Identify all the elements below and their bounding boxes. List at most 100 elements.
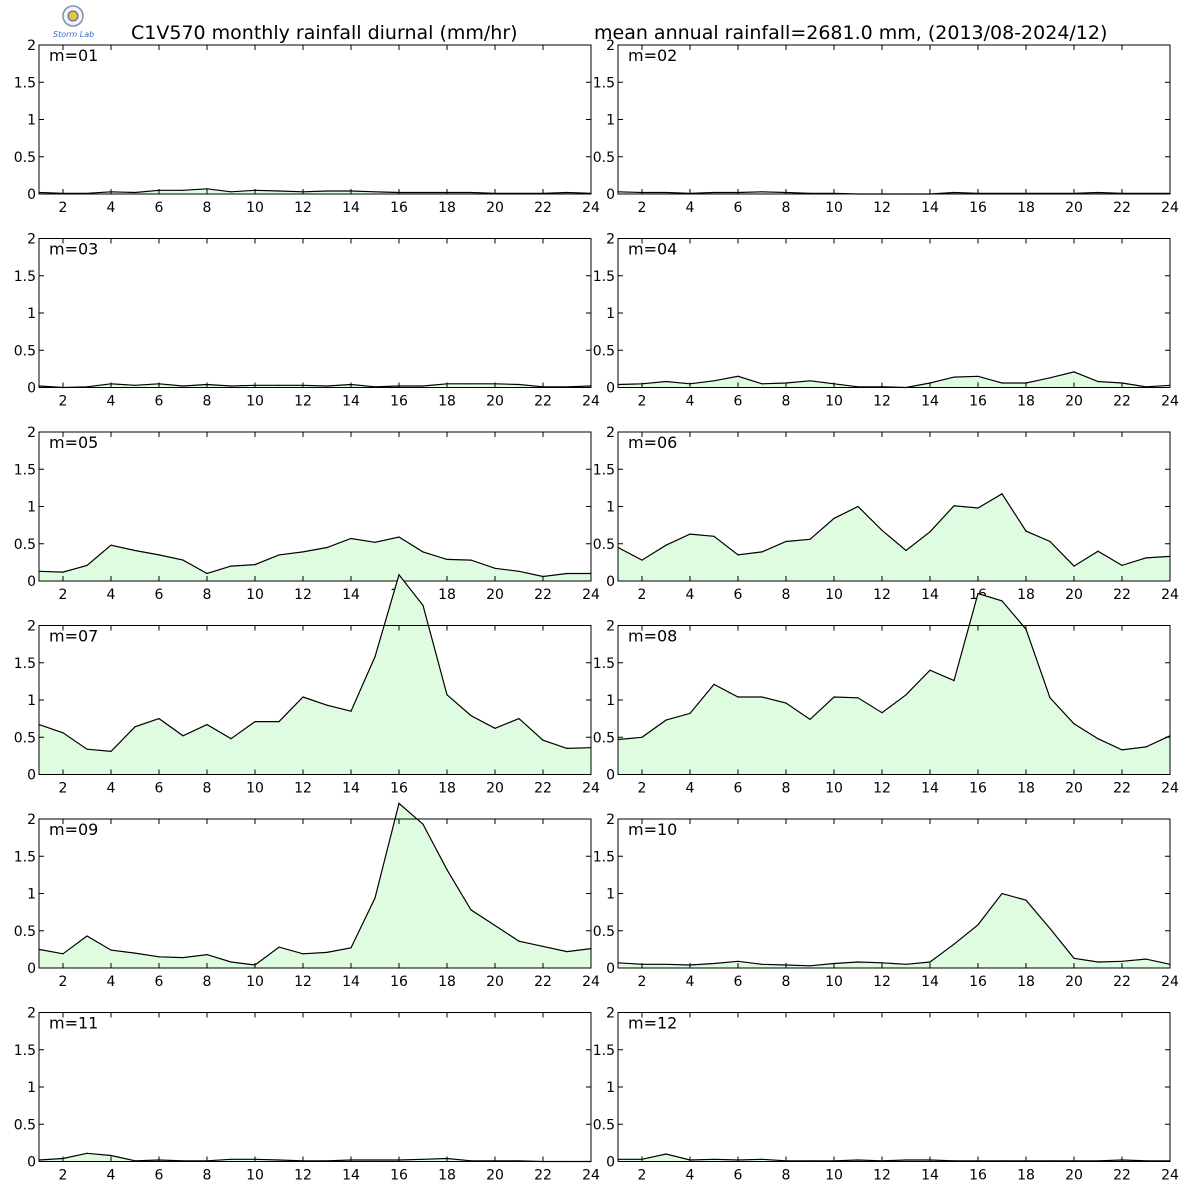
data-point: [422, 1158, 424, 1160]
x-tick-label: 14: [342, 781, 360, 797]
data-point: [665, 544, 667, 546]
data-point: [1001, 892, 1003, 895]
logo-emblem-core: [67, 10, 79, 22]
data-point: [398, 802, 400, 805]
data-point: [713, 191, 715, 194]
month-label: m=12: [628, 1014, 677, 1033]
y-tick-label: 1.5: [593, 849, 615, 865]
x-tick-label: 24: [582, 974, 600, 990]
y-tick-label: 0.5: [593, 150, 615, 166]
data-point: [1097, 191, 1099, 194]
x-tick-label: 14: [921, 1168, 939, 1184]
rain-line: [38, 188, 592, 194]
x-tick-label: 24: [582, 781, 600, 797]
x-tick-label: 14: [921, 587, 939, 603]
x-tick-label: 10: [246, 200, 264, 216]
data-point: [86, 564, 88, 567]
data-point: [230, 1158, 232, 1160]
data-point: [809, 965, 811, 967]
data-point: [1145, 557, 1147, 559]
data-point: [737, 960, 739, 962]
data-point: [566, 747, 568, 750]
data-point: [809, 538, 811, 540]
figure-subtitle: mean annual rainfall=2681.0 mm, (2013/08…: [594, 22, 1107, 44]
y-tick-label: 1.5: [593, 75, 615, 91]
x-tick-label: 12: [294, 974, 312, 990]
rain-line: [617, 592, 1171, 751]
data-point: [230, 961, 232, 963]
data-point: [134, 191, 136, 194]
x-tick-label: 8: [203, 587, 212, 603]
data-point: [1073, 957, 1075, 959]
data-point: [905, 549, 907, 552]
month-label: m=10: [628, 820, 677, 839]
x-tick-label: 14: [342, 394, 360, 410]
data-point: [446, 694, 448, 696]
data-point: [929, 669, 931, 671]
x-tick-label: 16: [390, 781, 408, 797]
x-tick-label: 14: [921, 394, 939, 410]
y-tick-label: 0.5: [14, 730, 36, 746]
x-tick-label: 8: [203, 200, 212, 216]
x-tick-label: 14: [342, 974, 360, 990]
y-tick-label: 2: [606, 38, 615, 54]
data-point: [182, 559, 184, 561]
rain-line: [38, 1152, 591, 1163]
x-tick-label: 4: [686, 200, 695, 216]
x-tick-label: 18: [438, 781, 456, 797]
x-tick-label: 10: [246, 1168, 264, 1184]
data-point: [494, 924, 496, 927]
data-point: [278, 946, 280, 948]
y-tick-label: 0: [27, 381, 36, 397]
x-tick-label: 20: [486, 587, 504, 603]
x-tick-label: 16: [969, 200, 987, 216]
data-point: [713, 683, 715, 686]
x-tick-label: 10: [246, 394, 264, 410]
x-tick-label: 24: [1161, 974, 1179, 990]
rain-line: [38, 802, 592, 966]
data-point: [1097, 380, 1099, 383]
data-point: [206, 572, 208, 575]
rain-line: [617, 892, 1171, 967]
data-point: [326, 951, 328, 954]
y-tick-label: 0.5: [14, 537, 36, 553]
data-point: [518, 940, 520, 942]
x-tick-label: 2: [59, 781, 68, 797]
rain-area: [39, 574, 591, 775]
x-tick-label: 20: [1065, 587, 1083, 603]
data-point: [953, 376, 955, 378]
data-point: [1073, 565, 1075, 567]
y-tick-label: 1.5: [14, 269, 36, 285]
x-tick-label: 8: [203, 974, 212, 990]
y-tick-label: 1: [27, 500, 36, 516]
x-tick-label: 8: [203, 394, 212, 410]
rain-area: [39, 537, 591, 581]
logo-text: Storm Lab: [53, 30, 94, 39]
data-point: [278, 1159, 280, 1161]
data-point: [134, 549, 136, 552]
x-tick-label: 20: [486, 781, 504, 797]
month-label: m=11: [49, 1014, 98, 1033]
x-tick-label: 10: [825, 200, 843, 216]
data-point: [374, 1159, 376, 1161]
data-point: [446, 869, 448, 871]
data-point: [713, 535, 715, 537]
x-tick-label: 6: [155, 200, 164, 216]
data-point: [374, 541, 376, 543]
x-tick-label: 2: [59, 1168, 68, 1184]
data-point: [761, 696, 763, 698]
x-tick-label: 22: [534, 1168, 552, 1184]
data-point: [278, 190, 280, 192]
data-point: [230, 738, 232, 740]
y-tick-label: 2: [27, 232, 36, 248]
data-point: [905, 694, 907, 696]
data-point: [518, 718, 520, 720]
data-point: [326, 546, 328, 549]
x-tick-label: 4: [107, 587, 116, 603]
